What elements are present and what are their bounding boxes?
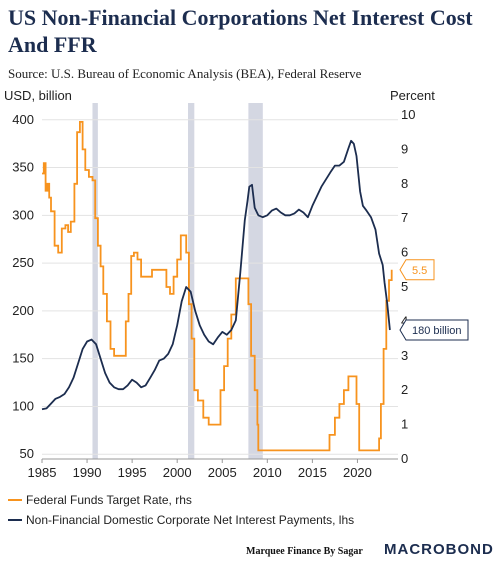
recession-bands (92, 103, 263, 459)
x-axis-ticks: 1985 1990 1995 2000 2005 2010 2015 2020 (28, 459, 372, 480)
left-tick-label: 100 (12, 398, 34, 413)
ffr-series-line (42, 121, 393, 452)
right-tick-label: 4 (401, 313, 408, 328)
interest-series-line (41, 139, 391, 411)
right-tick-label: 2 (401, 382, 408, 397)
chart-source: Source: U.S. Bureau of Economic Analysis… (8, 66, 362, 81)
interest-end-label: 180 billion (399, 319, 469, 341)
left-tick-label: 350 (12, 160, 34, 175)
ffr-end-label: 5.5 (399, 259, 435, 281)
legend-label-interest: Non-Financial Domestic Corporate Net Int… (26, 513, 354, 527)
x-tick-label: 1995 (118, 465, 147, 480)
right-tick-label: 5 (401, 279, 408, 294)
x-tick-label: 1985 (28, 465, 57, 480)
recession-band (248, 103, 263, 459)
right-tick-label: 10 (401, 107, 415, 122)
chart-canvas: 1985 1990 1995 2000 2005 2010 2015 2020 5010015… (4, 88, 469, 527)
legend: Federal Funds Target Rate, rhs Non-Finan… (8, 493, 354, 527)
left-tick-label: 400 (12, 112, 34, 127)
right-tick-label: 6 (401, 245, 408, 260)
left-tick-label: 300 (12, 207, 34, 222)
right-axis-ticks: 0 1 2 3 4 5 6 7 8 9 10 (401, 107, 415, 466)
x-tick-label: 2015 (298, 465, 327, 480)
macrobond-logo: MACROBOND (384, 541, 494, 558)
legend-label-ffr: Federal Funds Target Rate, rhs (26, 493, 192, 507)
right-tick-label: 9 (401, 141, 408, 156)
left-axis-ticks: 50 100 150 200 250 300 350 400 (12, 112, 34, 461)
right-tick-label: 3 (401, 348, 408, 363)
x-tick-label: 2010 (253, 465, 282, 480)
left-tick-label: 200 (12, 303, 34, 318)
left-tick-label: 250 (12, 255, 34, 270)
recession-band (92, 103, 98, 459)
svg-text:180 billion: 180 billion (412, 325, 462, 337)
chart-title: US Non-Financial Corporations Net Intere… (8, 5, 473, 57)
right-tick-label: 1 (401, 417, 408, 432)
left-tick-label: 50 (20, 446, 34, 461)
left-tick-label: 150 (12, 351, 34, 366)
svg-text:5.5: 5.5 (412, 265, 427, 277)
x-tick-label: 1990 (73, 465, 102, 480)
recession-band (188, 103, 195, 459)
x-tick-label: 2000 (163, 465, 192, 480)
right-tick-label: 8 (401, 176, 408, 191)
right-tick-label: 0 (401, 451, 408, 466)
x-tick-label: 2020 (343, 465, 372, 480)
right-tick-label: 7 (401, 210, 408, 225)
x-tick-label: 2005 (208, 465, 237, 480)
footer-credit: Marquee Finance By Sagar (246, 546, 363, 557)
right-axis-title: Percent (390, 88, 435, 103)
left-axis-title: USD, billion (4, 88, 72, 103)
